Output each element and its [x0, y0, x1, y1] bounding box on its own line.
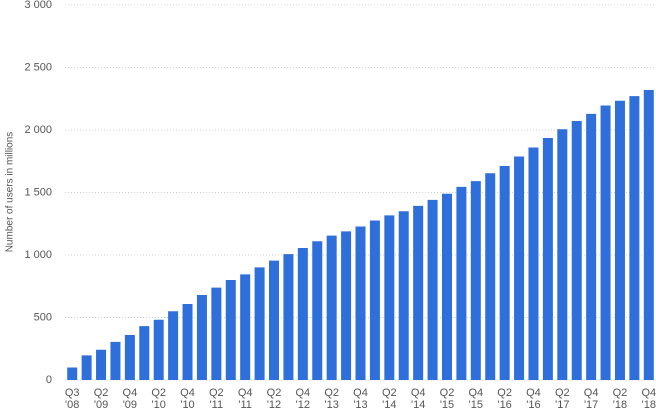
- bar: [514, 156, 525, 380]
- x-tick-label: Q2'17: [555, 387, 570, 411]
- bar: [456, 186, 467, 380]
- bar: [225, 280, 236, 380]
- bar: [67, 367, 78, 380]
- bar: [355, 226, 366, 380]
- bar: [269, 260, 280, 380]
- x-tick-label: Q2'10: [151, 387, 166, 411]
- bar: [441, 193, 452, 380]
- y-tick-label: 2 500: [24, 61, 52, 73]
- x-tick-label: Q4'17: [584, 387, 599, 411]
- bar: [254, 267, 265, 380]
- bar: [600, 105, 611, 380]
- bar: [326, 235, 337, 380]
- x-tick-label: Q4'15: [468, 387, 483, 411]
- bar: [614, 100, 625, 380]
- y-axis-title: Number of users in millions: [5, 132, 16, 253]
- bar: [485, 173, 496, 380]
- bar: [557, 129, 568, 380]
- x-tick-label: Q2'13: [324, 387, 339, 411]
- x-tick-label: Q4'13: [353, 387, 368, 411]
- bar: [283, 254, 294, 380]
- x-tick-label: Q4'11: [238, 387, 253, 411]
- x-tick-label: Q4'12: [295, 387, 310, 411]
- x-tick-label: Q4'14: [411, 387, 426, 411]
- x-tick-label: Q4'10: [180, 387, 195, 411]
- x-tick-label: Q4'09: [123, 387, 138, 411]
- bar: [528, 147, 539, 380]
- x-tick-label: Q2'11: [209, 387, 224, 411]
- bar: [398, 211, 409, 380]
- bar: [96, 349, 107, 380]
- bar: [470, 181, 481, 380]
- bar: [499, 166, 510, 380]
- bar: [571, 121, 582, 380]
- x-tick-label: Q4'16: [526, 387, 541, 411]
- x-tick-label: Q3'08: [65, 387, 80, 411]
- y-tick-label: 2 000: [24, 124, 52, 136]
- bar: [384, 215, 395, 380]
- bar: [341, 231, 352, 380]
- bar: [297, 248, 308, 380]
- bar: [211, 287, 222, 380]
- bar: [643, 90, 654, 380]
- y-tick-label: 1 500: [24, 186, 52, 198]
- x-tick-label: Q2'15: [440, 387, 455, 411]
- bar: [81, 355, 92, 380]
- x-tick-label: Q2'18: [613, 387, 628, 411]
- y-tick-label: 3 000: [24, 0, 52, 11]
- bar: [139, 326, 150, 380]
- bar: [182, 304, 193, 380]
- x-tick-label: Q2'09: [94, 387, 109, 411]
- bar: [542, 138, 553, 380]
- bar: [168, 311, 179, 380]
- bar: [240, 274, 251, 380]
- y-tick-label: 1 000: [24, 249, 52, 261]
- bar: [196, 295, 207, 380]
- x-tick-label: Q2'12: [267, 387, 282, 411]
- bar: [629, 96, 640, 380]
- y-tick-label: 0: [46, 374, 52, 386]
- x-tick-label: Q2'16: [497, 387, 512, 411]
- x-tick-label: Q2'14: [382, 387, 397, 411]
- bar: [427, 199, 438, 380]
- y-tick-label: 500: [34, 311, 52, 323]
- bar: [413, 205, 424, 380]
- bar: [110, 341, 121, 380]
- bar: [153, 319, 164, 380]
- bar: [369, 220, 380, 380]
- bar: [312, 241, 323, 380]
- x-tick-label: Q4'18: [641, 387, 656, 411]
- bar: [586, 113, 597, 380]
- bar: [124, 335, 135, 380]
